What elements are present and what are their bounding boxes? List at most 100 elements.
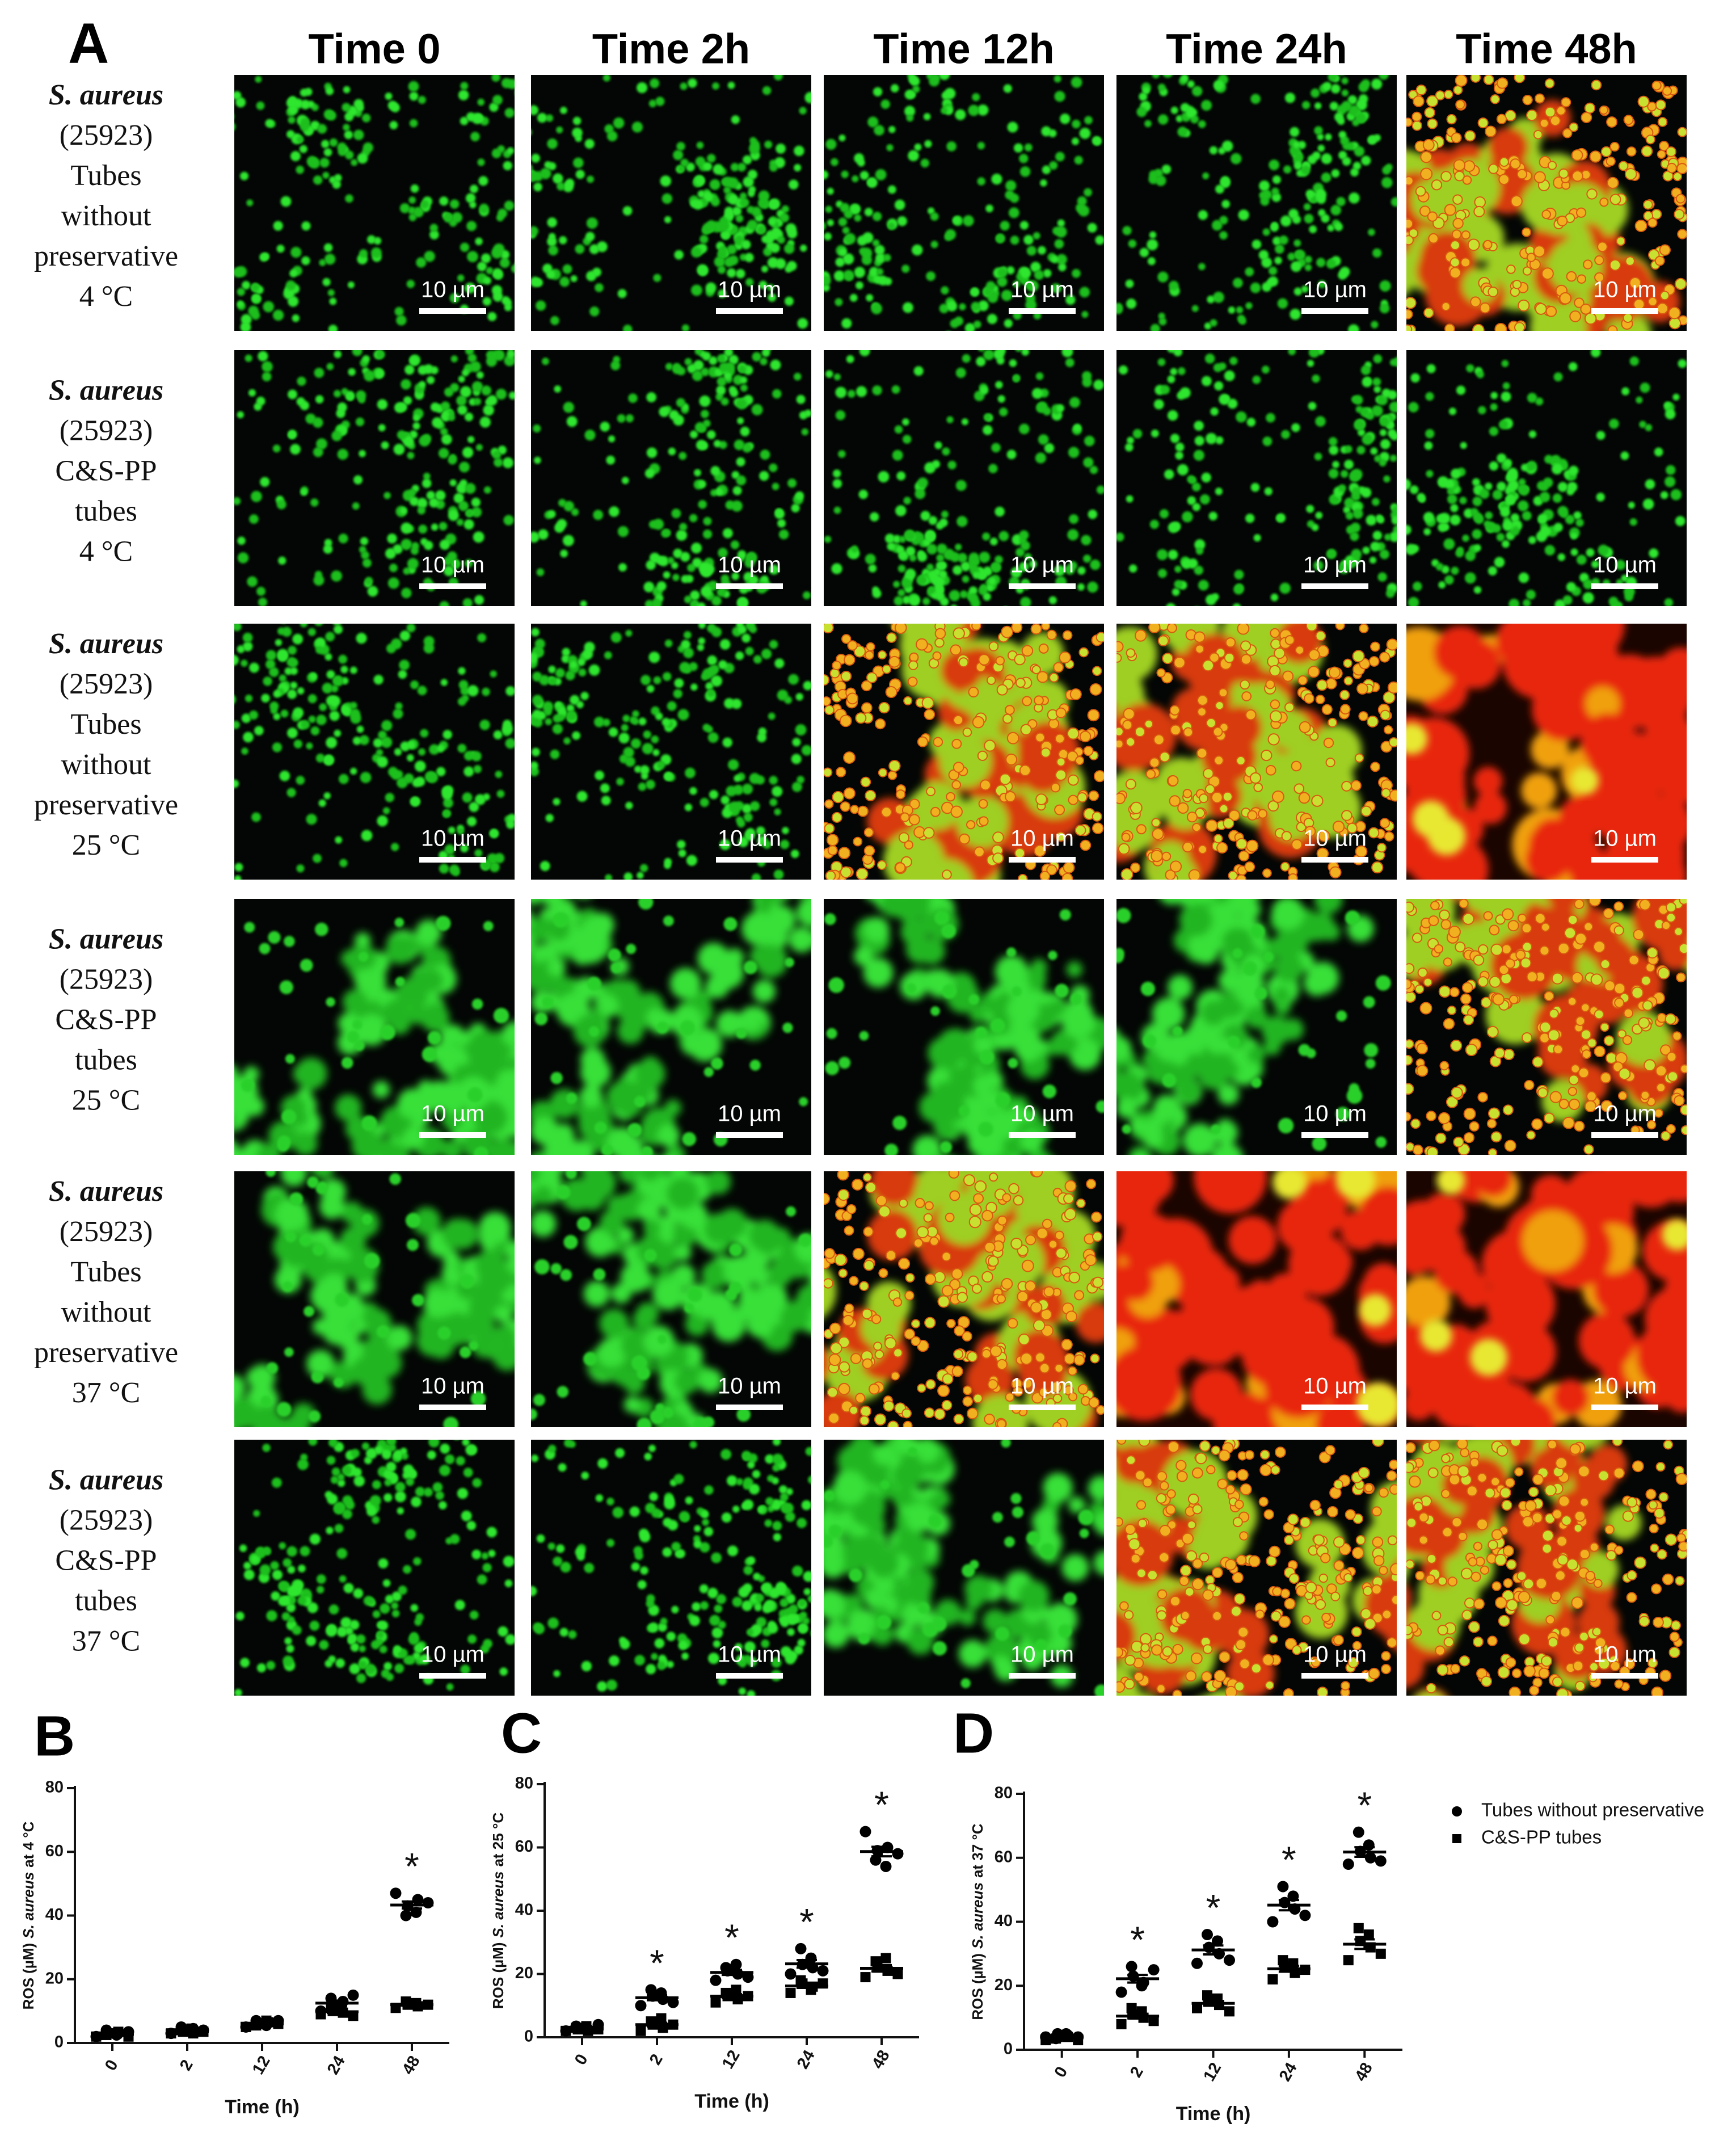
cell-blob — [1172, 331, 1178, 338]
cell-blob — [721, 178, 729, 186]
cell-blob — [819, 877, 837, 895]
cell-blob — [1415, 186, 1426, 197]
cell-blob — [1215, 701, 1224, 710]
cell-blob — [1327, 224, 1335, 232]
cell-blob — [1423, 977, 1432, 987]
cell-blob — [234, 1410, 250, 1426]
cell-blob — [724, 257, 734, 267]
cell-blob — [713, 440, 722, 448]
cell-blob — [990, 1018, 1005, 1033]
cell-blob — [602, 718, 610, 726]
cell-blob — [646, 447, 658, 458]
cell-blob — [1438, 1112, 1451, 1125]
cell-blob — [732, 486, 742, 495]
cell-blob — [483, 276, 492, 285]
cell-blob — [1037, 246, 1046, 255]
cell-blob — [266, 1362, 279, 1374]
cell-blob — [1447, 494, 1457, 504]
cell-blob — [744, 253, 754, 263]
cell-blob — [397, 777, 408, 789]
cell-blob — [663, 571, 671, 579]
cell-blob — [1651, 81, 1662, 91]
cell-blob — [720, 230, 731, 240]
cell-blob — [1142, 1050, 1160, 1069]
cell-blob — [838, 847, 851, 860]
cell-blob — [939, 304, 949, 313]
cell-blob — [1299, 721, 1311, 733]
cell-blob — [932, 651, 942, 661]
cell-blob — [1569, 310, 1582, 322]
cell-blob — [473, 397, 482, 406]
cell-blob — [824, 913, 836, 926]
cell-blob — [686, 855, 697, 866]
cell-blob — [683, 647, 694, 658]
cell-blob — [1143, 1034, 1157, 1048]
cell-blob — [377, 815, 388, 827]
cell-blob — [906, 114, 914, 122]
cell-blob — [1042, 1084, 1056, 1099]
cell-blob — [1350, 168, 1359, 177]
cell-blob — [1443, 1017, 1455, 1030]
cell-blob — [353, 129, 364, 141]
cell-blob — [797, 776, 804, 784]
cell-blob — [1657, 149, 1666, 159]
cell-blob — [406, 754, 414, 762]
cell-blob — [727, 82, 735, 89]
cell-blob — [740, 376, 748, 384]
cell-blob — [420, 1003, 450, 1033]
scale-bar-label: 10 µm — [718, 826, 781, 851]
cell-blob — [1666, 902, 1676, 913]
cell-blob — [282, 1281, 293, 1292]
cell-blob — [903, 696, 913, 705]
cell-blob — [999, 407, 1008, 417]
cell-blob — [1351, 487, 1360, 495]
cell-blob — [908, 814, 920, 826]
cell-blob — [825, 370, 833, 378]
cell-blob — [1002, 607, 1009, 613]
cell-blob — [1293, 161, 1303, 170]
cell-blob — [285, 1054, 295, 1064]
cell-blob — [695, 156, 706, 167]
cell-blob — [402, 936, 418, 953]
cell-blob — [681, 640, 690, 650]
cell-blob — [1082, 377, 1092, 388]
cell-blob — [672, 574, 680, 581]
cell-blob — [300, 401, 310, 410]
cell-blob — [1128, 55, 1136, 62]
cell-blob — [467, 251, 479, 263]
cell-blob — [1262, 868, 1272, 878]
cell-blob — [1166, 603, 1175, 606]
cell-blob — [887, 185, 896, 194]
cell-blob — [1478, 406, 1486, 415]
cell-blob — [753, 655, 762, 664]
stain-blob — [1473, 767, 1503, 796]
cell-blob — [439, 539, 450, 550]
cell-blob — [1267, 733, 1280, 746]
cell-blob — [1479, 489, 1490, 499]
cell-blob — [1617, 1029, 1627, 1038]
cell-blob — [1149, 519, 1159, 529]
cell-blob — [1391, 516, 1397, 525]
cell-blob — [1182, 842, 1194, 853]
cell-blob — [349, 993, 366, 1010]
cell-blob — [300, 117, 311, 128]
cell-blob — [727, 177, 739, 189]
cell-blob — [1020, 596, 1031, 606]
cell-blob — [1006, 731, 1019, 745]
cell-blob — [1360, 365, 1371, 375]
cell-blob — [1358, 711, 1368, 721]
cell-blob — [1293, 239, 1301, 247]
cell-blob — [1377, 572, 1387, 582]
cell-blob — [1263, 952, 1274, 962]
cell-blob — [1258, 809, 1268, 819]
cell-blob — [272, 309, 284, 321]
cell-blob — [347, 281, 355, 289]
cell-blob — [913, 366, 924, 376]
cell-blob — [774, 658, 785, 668]
cell-blob — [1095, 1100, 1104, 1113]
cell-blob — [939, 518, 948, 527]
cell-blob — [1252, 375, 1261, 384]
cell-blob — [694, 175, 705, 186]
cell-blob — [389, 1173, 401, 1185]
cell-blob — [492, 1341, 515, 1371]
